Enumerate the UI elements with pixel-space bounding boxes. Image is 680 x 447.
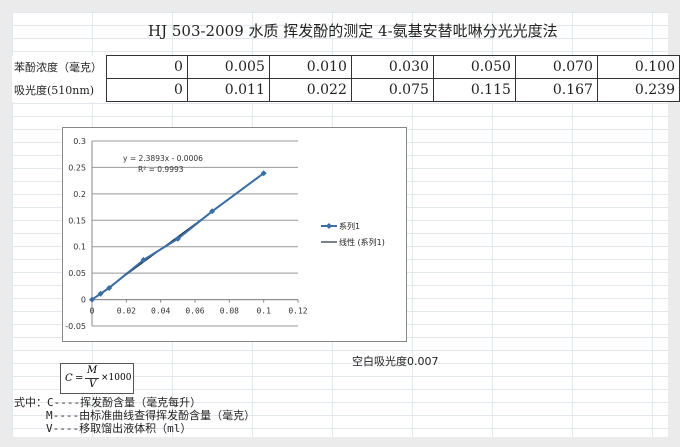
formula-c: C (65, 373, 73, 384)
x-tick-label: 0.02 (117, 307, 136, 316)
chart-svg: -0.05 0 0.05 0.1 0.15 0.2 0.25 0.3 0 0.02 0.04 0.06… (65, 137, 385, 331)
data-point (140, 256, 147, 263)
data-point (260, 170, 267, 177)
trendline-equation: y = 2.3893x - 0.0006 (123, 154, 203, 163)
trendline-r2: R² = 0.9993 (138, 165, 184, 174)
y-tick-label: 0.05 (68, 269, 86, 278)
cell[interactable]: 0.239 (596, 78, 680, 102)
cell[interactable]: 0 (105, 55, 188, 79)
table-row: 吸光度(510nm) 0 0.011 0.022 0.075 0.115 0.1… (12, 78, 680, 102)
legend-series-label: 系列1 (339, 221, 360, 231)
data-point (106, 284, 113, 291)
cell[interactable]: 0.070 (514, 55, 598, 79)
y-tick-label: -0.05 (65, 322, 86, 331)
cell[interactable]: 0.075 (350, 78, 434, 102)
cell[interactable]: 0.011 (186, 78, 270, 102)
cell[interactable]: 0.005 (186, 55, 270, 79)
cell[interactable]: 0.022 (268, 78, 352, 102)
x-tick-label: 0.06 (185, 307, 204, 316)
y-tick-label: 0.3 (73, 137, 86, 146)
chart[interactable]: -0.05 0 0.05 0.1 0.15 0.2 0.25 0.3 0 0.02 0.04 0.06… (62, 127, 407, 342)
data-point (97, 290, 104, 297)
legend-series-marker (326, 223, 332, 229)
data-table: 苯酚浓度（毫克） 0 0.005 0.010 0.030 0.050 0.070… (12, 55, 680, 102)
cell[interactable]: 0.100 (596, 55, 680, 79)
formula-mult: ×1000 (101, 373, 132, 383)
data-point (174, 235, 181, 242)
note-line: V----移取馏出液体积（ml） (46, 422, 192, 435)
row-label[interactable]: 苯酚浓度（毫克） (12, 55, 107, 79)
sheet-title: HJ 503-2009 水质 挥发酚的测定 4-氨基安替吡啉分光光度法 (148, 22, 558, 40)
cell[interactable]: 0.050 (432, 55, 516, 79)
y-tick-label: 0.2 (73, 190, 86, 199)
blank-absorbance: 空白吸光度0.007 (352, 355, 439, 368)
cell[interactable]: 0 (105, 78, 188, 102)
formula-eq: = (75, 373, 84, 384)
row-label[interactable]: 吸光度(510nm) (12, 78, 107, 102)
x-tick-label: 0.1 (256, 307, 271, 316)
formula-box: C = M V ×1000 (60, 363, 134, 394)
cell[interactable]: 0.115 (432, 78, 516, 102)
cell[interactable]: 0.167 (514, 78, 598, 102)
formula-m: M (87, 365, 98, 376)
note-line: M----由标准曲线查得挥发酚含量（毫克） (46, 409, 256, 422)
y-tick-label: 0.15 (68, 216, 86, 225)
formula-v: V (89, 379, 97, 390)
cell[interactable]: 0.010 (268, 55, 352, 79)
y-tick-label: 0.1 (73, 243, 86, 252)
x-tick-label: 0.12 (288, 307, 307, 316)
legend-trendline-label: 线性 (系列1) (339, 237, 385, 247)
x-tick-label: 0 (90, 307, 95, 316)
x-tick-label: 0.04 (151, 307, 170, 316)
data-point (209, 208, 216, 215)
data-point (89, 296, 95, 303)
table-row: 苯酚浓度（毫克） 0 0.005 0.010 0.030 0.050 0.070… (12, 55, 680, 79)
y-tick-label: 0.25 (68, 163, 86, 172)
x-tick-label: 0.08 (220, 307, 239, 316)
y-tick-label: 0 (81, 296, 86, 305)
cell[interactable]: 0.030 (350, 55, 434, 79)
note-line: 式中：C----挥发酚含量（毫克每升） (14, 396, 202, 409)
